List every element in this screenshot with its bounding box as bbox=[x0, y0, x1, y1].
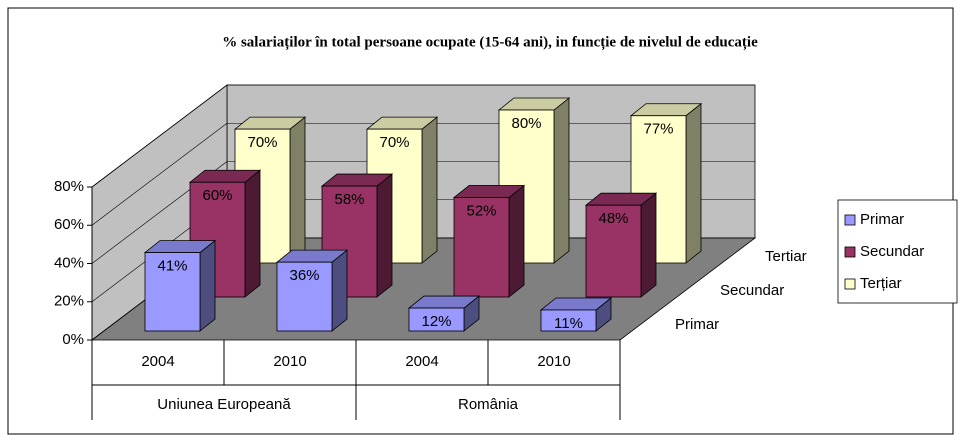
x-tick-label: 2004 bbox=[141, 353, 174, 370]
grid-line bbox=[91, 123, 228, 226]
bar-side bbox=[508, 184, 525, 298]
bar-side bbox=[685, 102, 702, 264]
value-label: 48% bbox=[598, 210, 628, 227]
bar-side bbox=[640, 192, 657, 298]
legend-box bbox=[837, 199, 958, 304]
legend-swatch bbox=[844, 214, 856, 226]
bar-side bbox=[553, 97, 570, 264]
bar bbox=[143, 239, 217, 332]
legend-swatch bbox=[844, 278, 856, 290]
group-label: Uniunea Europeană bbox=[157, 396, 291, 413]
value-label: 60% bbox=[202, 187, 232, 204]
value-label: 58% bbox=[334, 191, 364, 208]
value-label: 70% bbox=[247, 134, 277, 151]
value-label: 77% bbox=[643, 121, 673, 138]
x-tick-label: 2004 bbox=[405, 353, 438, 370]
bar-side bbox=[244, 169, 261, 298]
bar-front bbox=[585, 204, 642, 298]
y-tick-label: 60% bbox=[54, 216, 84, 233]
depth-label: Tertiar bbox=[765, 248, 807, 265]
bar bbox=[275, 249, 349, 332]
depth-label: Secundar bbox=[720, 282, 784, 299]
depth-label: Primar bbox=[675, 316, 719, 333]
value-label: 41% bbox=[157, 258, 187, 275]
bar bbox=[452, 184, 526, 298]
group-label: România bbox=[458, 396, 519, 413]
y-tick-label: 40% bbox=[54, 254, 84, 271]
bar bbox=[539, 297, 613, 332]
bar-front bbox=[276, 261, 333, 332]
legend-label: Terțiar bbox=[860, 275, 902, 292]
x-tick-label: 2010 bbox=[273, 353, 306, 370]
bar-front bbox=[540, 309, 597, 332]
bar bbox=[407, 295, 481, 332]
bar bbox=[365, 116, 439, 264]
bar bbox=[497, 97, 571, 264]
y-tick-label: 0% bbox=[62, 331, 84, 348]
value-label: 52% bbox=[466, 203, 496, 220]
value-label: 36% bbox=[289, 267, 319, 284]
chart-title: % salariaților în total persoane ocupate… bbox=[222, 34, 758, 50]
value-label: 70% bbox=[379, 134, 409, 151]
legend-label: Primar bbox=[860, 211, 904, 228]
bar-side bbox=[289, 116, 306, 264]
y-tick-label: 80% bbox=[54, 178, 84, 195]
bar bbox=[629, 102, 703, 264]
y-tick-label: 20% bbox=[54, 293, 84, 310]
bar-side bbox=[199, 239, 216, 332]
value-label: 11% bbox=[554, 315, 583, 332]
value-label: 80% bbox=[511, 115, 541, 132]
bar-front bbox=[144, 252, 201, 332]
bar-side bbox=[331, 249, 348, 332]
bar bbox=[584, 192, 658, 298]
grid-line bbox=[91, 84, 228, 188]
bar-side bbox=[376, 173, 393, 298]
legend-label: Secundar bbox=[860, 243, 924, 260]
bar-side bbox=[421, 116, 438, 264]
x-tick-label: 2010 bbox=[537, 353, 570, 370]
value-label: 12% bbox=[421, 313, 451, 330]
bar-front bbox=[408, 307, 465, 332]
bar-front bbox=[453, 197, 510, 298]
legend-swatch bbox=[844, 246, 856, 258]
